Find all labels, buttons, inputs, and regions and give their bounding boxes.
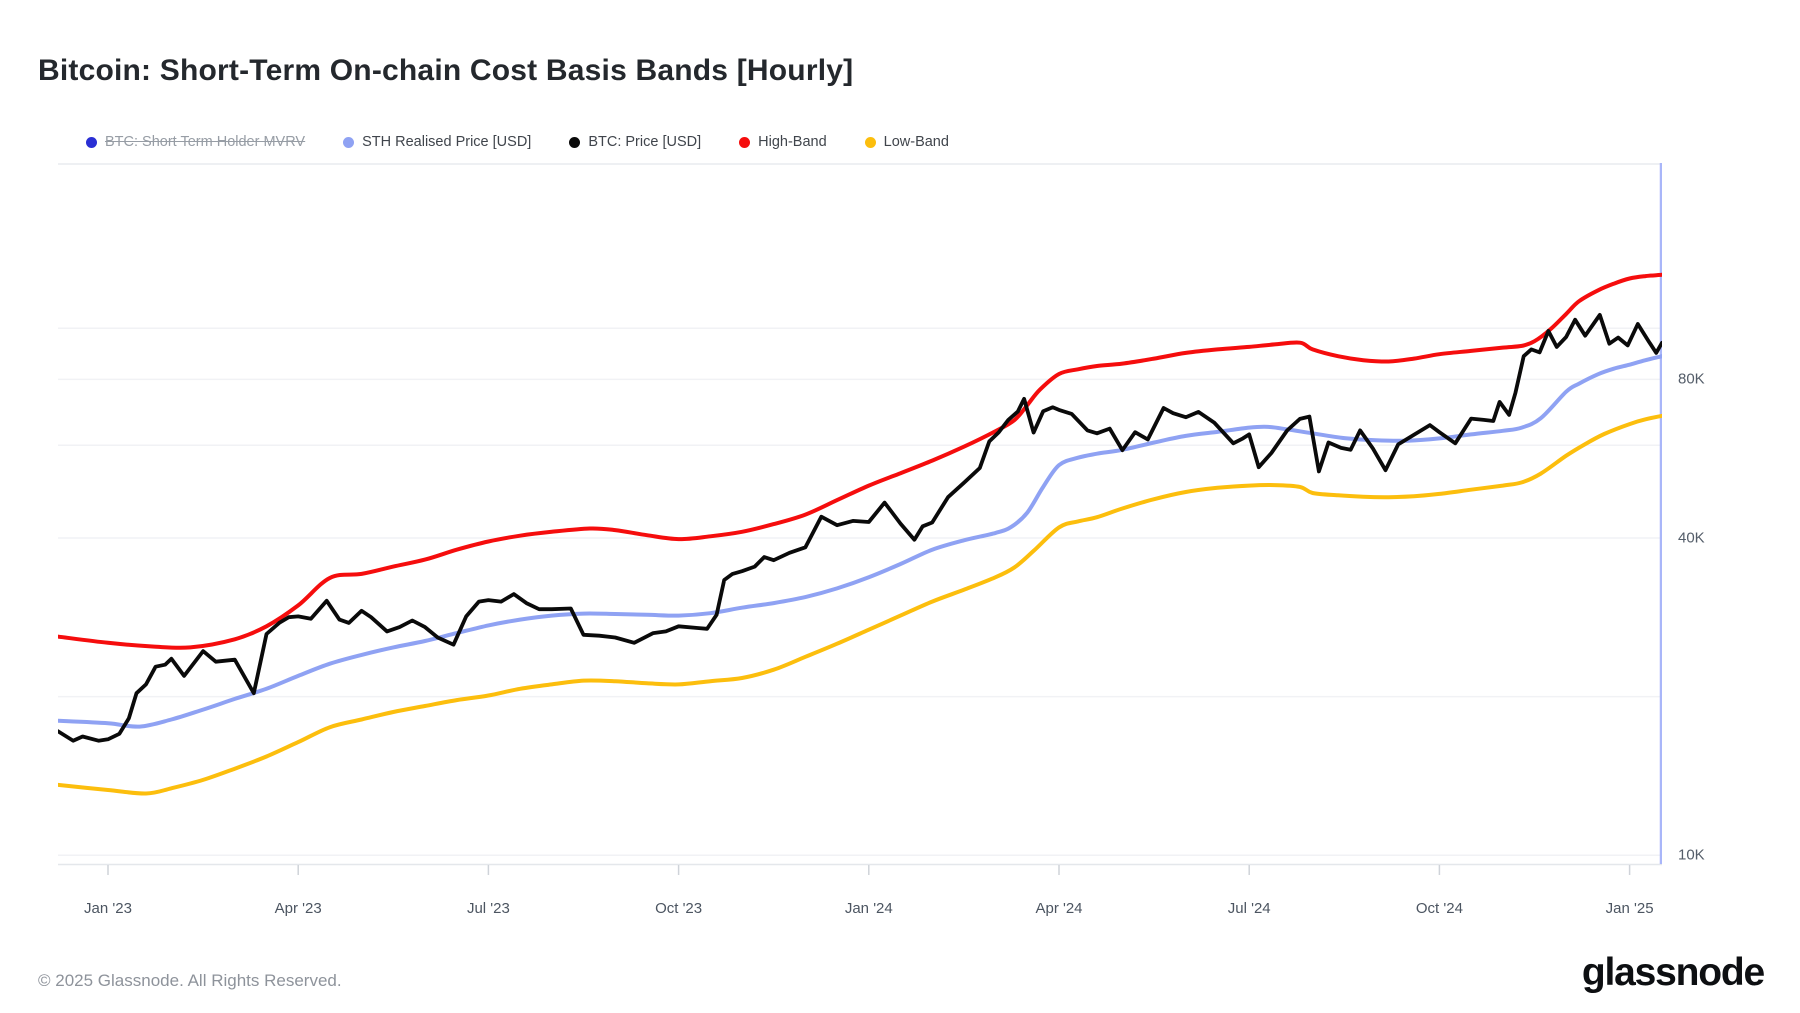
legend-item-btc-price-usd[interactable]: BTC: Price [USD] xyxy=(569,134,701,150)
x-axis-label-oct-24: Oct '24 xyxy=(1415,900,1463,917)
x-axis-label-jul-24: Jul '24 xyxy=(1227,900,1271,917)
x-axis-label-jan-25: Jan '25 xyxy=(1605,900,1654,917)
legend-label: STH Realised Price [USD] xyxy=(362,134,532,150)
page-title: Bitcoin: Short-Term On-chain Cost Basis … xyxy=(38,54,854,88)
y-axis-label-10k: 10K xyxy=(1678,846,1705,864)
copyright-text: © 2025 Glassnode. All Rights Reserved. xyxy=(38,971,342,990)
legend-label: BTC: Price [USD] xyxy=(588,134,702,150)
cost-basis-bands-chart xyxy=(55,163,1664,875)
x-axis-label-oct-23: Oct '23 xyxy=(655,900,703,917)
glassnode-logo: glassnode xyxy=(1581,951,1765,994)
legend-label: BTC: Short Term Holder MVRV xyxy=(105,134,306,150)
series-line-high-band xyxy=(55,272,1664,650)
legend-item-sth-realised-price-usd[interactable]: STH Realised Price [USD] xyxy=(343,134,531,150)
legend-item-high-band[interactable]: High-Band xyxy=(739,134,827,150)
y-axis-label-80k: 80K xyxy=(1678,370,1705,388)
legend-dot-icon xyxy=(86,136,97,148)
legend-label: High-Band xyxy=(758,134,827,150)
y-axis-label-40k: 40K xyxy=(1678,529,1705,547)
legend-dot-icon xyxy=(739,136,751,148)
legend-dot-icon xyxy=(569,136,581,148)
x-axis-label-apr-23: Apr '23 xyxy=(274,900,322,917)
x-axis-label-jan-23: Jan '23 xyxy=(84,900,132,917)
series-line-low-band xyxy=(55,413,1664,796)
legend-dot-icon xyxy=(343,136,355,148)
series-line-sth-realised-price-usd xyxy=(55,354,1664,729)
legend-dot-icon xyxy=(864,136,876,148)
chart-legend: BTC: Short Term Holder MVRV STH Realised … xyxy=(86,129,949,155)
series-line-btc-price-usd xyxy=(56,313,1664,743)
x-axis-label-apr-24: Apr '24 xyxy=(1035,900,1083,917)
legend-item-btc-short-term-holder-mvrv[interactable]: BTC: Short Term Holder MVRV xyxy=(86,134,305,150)
legend-item-low-band[interactable]: Low-Band xyxy=(864,134,949,150)
legend-label: Low-Band xyxy=(883,134,949,150)
chart-plot-area[interactable] xyxy=(55,163,1664,878)
x-axis-label-jan-24: Jan '24 xyxy=(844,900,893,917)
x-axis-label-jul-23: Jul '23 xyxy=(466,900,510,917)
